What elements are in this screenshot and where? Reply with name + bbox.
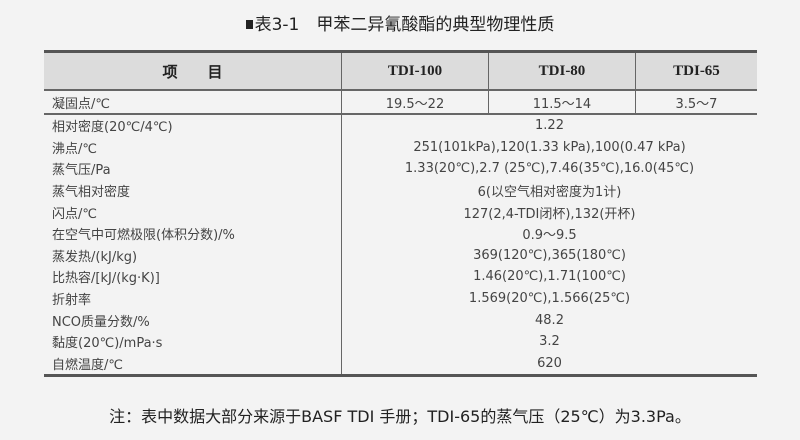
table-row: 闪点/℃ 127(2,4-TDI闭杯),132(开杯)	[44, 201, 757, 223]
row-label: 蒸发热/(kJ/kg)	[52, 249, 138, 265]
properties-table: 项 目 TDI-100 TDI-80 TDI-65 凝固点/℃ 19.5～22 …	[44, 50, 757, 378]
row-label: 蒸气相对密度	[52, 185, 131, 201]
row-label: 沸点/℃	[52, 141, 97, 157]
header-item: 项 目	[44, 51, 342, 91]
table-row: 比热容/[kJ/(kg·K)] 1.46(20℃),1.71(100℃)	[44, 266, 757, 288]
table-row: 蒸发热/(kJ/kg) 369(120℃),365(180℃)	[44, 244, 757, 267]
caption-text: 表3-1 甲苯二异氰酸酯的典型物理性质	[254, 15, 555, 35]
row-value: 1.569(20℃),1.566(25℃)	[341, 287, 757, 310]
table-row: 蒸气压/Pa 1.33(20℃),2.7 (25℃),7.46(35℃),16.0…	[44, 158, 757, 180]
table-caption: 表3-1 甲苯二异氰酸酯的典型物理性质	[0, 10, 800, 35]
table-row: 在空气中可燃极限(体积分数)/% 0.9～9.5	[44, 222, 757, 245]
table-row: NCO质量分数/% 48.2	[44, 309, 757, 331]
row-value: 251(101kPa),120(1.33 kPa),100(0.47 kPa)	[341, 136, 757, 159]
table-row: 相对密度(20℃/4℃) 1.22	[44, 114, 757, 137]
table-row: 折射率 1.569(20℃),1.566(25℃)	[44, 287, 757, 310]
row-label: 闪点/℃	[52, 206, 97, 222]
caption-marker	[245, 20, 253, 29]
header-row: 项 目 TDI-100 TDI-80 TDI-65	[44, 51, 757, 91]
row-value: 369(120℃),365(180℃)	[341, 244, 757, 267]
row-label: 相对密度(20℃/4℃)	[52, 120, 173, 136]
header-tdi-100: TDI-100	[341, 51, 489, 91]
header-tdi-80: TDI-80	[487, 51, 636, 91]
row-value: 1.46(20℃),1.71(100℃)	[341, 266, 757, 288]
row-value: 6(以空气相对密度为1计)	[341, 179, 757, 202]
row-label: NCO质量分数/%	[52, 314, 150, 330]
table-row: 沸点/℃ 251(101kPa),120(1.33 kPa),100(0.47 k…	[44, 136, 757, 159]
row-value: 127(2,4-TDI闭杯),132(开杯)	[341, 201, 757, 223]
row-value: 0.9～9.5	[341, 222, 757, 245]
row-label: 凝固点/℃	[44, 90, 342, 115]
row-label: 在空气中可燃极限(体积分数)/%	[52, 228, 235, 244]
table-note: 注：表中数据大部分来源于BASF TDI 手册；TDI-65的蒸气压（25℃）为…	[109, 407, 691, 426]
row-value: 3.5～7	[634, 90, 757, 115]
header-tdi-65: TDI-65	[634, 51, 757, 91]
row-label: 黏度(20℃)/mPa·s	[52, 336, 163, 352]
row-label: 自燃温度/℃	[52, 357, 123, 373]
row-value: 620	[341, 352, 757, 376]
row-label: 蒸气压/Pa	[52, 163, 111, 179]
row-value: 3.2	[341, 330, 757, 353]
table-row: 自燃温度/℃ 620	[44, 352, 757, 376]
row-value: 1.33(20℃),2.7 (25℃),7.46(35℃),16.0(45℃)	[341, 158, 757, 180]
row-value: 48.2	[341, 309, 757, 331]
table-row: 凝固点/℃ 19.5～22 11.5～14 3.5～7	[44, 90, 757, 115]
table-row: 黏度(20℃)/mPa·s 3.2	[44, 330, 757, 353]
row-value: 11.5～14	[487, 90, 636, 115]
row-label: 折射率	[52, 293, 92, 309]
table-row: 蒸气相对密度 6(以空气相对密度为1计)	[44, 179, 757, 202]
row-value: 1.22	[341, 114, 757, 137]
row-value: 19.5～22	[341, 90, 489, 115]
row-label: 比热容/[kJ/(kg·K)]	[52, 271, 160, 287]
